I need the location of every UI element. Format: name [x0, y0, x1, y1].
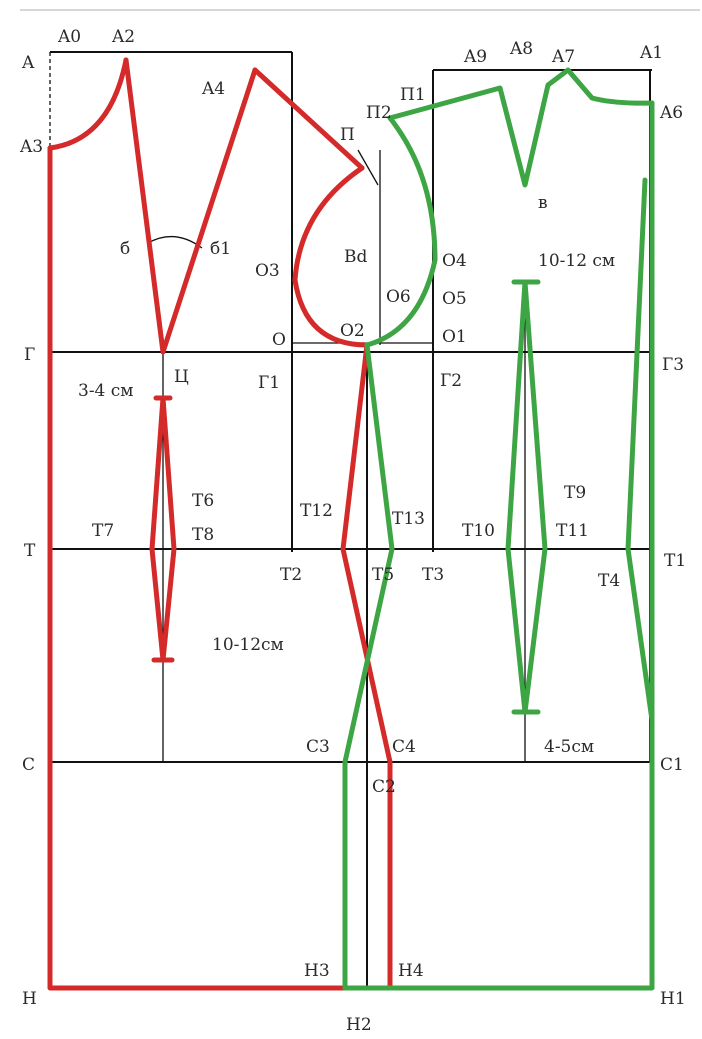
label-O: O: [272, 330, 286, 350]
label-Ts: Ц: [174, 367, 189, 387]
label-A9: A9: [463, 47, 487, 67]
back-neckline: [47, 57, 129, 151]
label-A0: A0: [57, 27, 81, 47]
back-bodice-outline: [47, 57, 393, 991]
label-T2: T2: [280, 565, 302, 585]
label-O1: O1: [442, 327, 467, 347]
back-shoulder-line: [252, 67, 365, 171]
label-H2: H2: [346, 1015, 372, 1035]
label-A2: A2: [111, 27, 135, 47]
label-T1: T1: [664, 551, 686, 571]
label-b1: б1: [210, 239, 231, 259]
label-A6: A6: [659, 103, 683, 123]
label-T9: T9: [564, 483, 586, 503]
label-T4: T4: [598, 571, 620, 591]
label-v: в: [538, 193, 548, 213]
label-H3: H3: [304, 961, 330, 981]
front-bodice-outline: [342, 67, 655, 991]
label-H4: H4: [398, 961, 424, 981]
back-shoulder-dart: [123, 57, 258, 355]
dimension-10-12-cm-hip: 10-12см: [212, 635, 284, 655]
angle-arc-b: [147, 236, 203, 249]
label-b: б: [120, 239, 130, 259]
label-T11: T11: [556, 521, 589, 541]
label-O5: O5: [442, 289, 467, 309]
label-A8: A8: [509, 39, 533, 59]
label-T5: T5: [372, 565, 394, 585]
front-waist-dart: [505, 279, 548, 715]
back-armhole: [292, 165, 370, 348]
label-H: H: [22, 989, 37, 1009]
label-T13: T13: [392, 509, 425, 529]
label-T12: T12: [300, 501, 333, 521]
label-T: T: [24, 541, 36, 561]
front-princess-right: [625, 177, 655, 723]
label-P: П: [340, 125, 355, 145]
label-T7: T7: [92, 521, 114, 541]
label-G3: Г3: [662, 355, 684, 375]
label-O2: O2: [340, 321, 365, 341]
front-armhole: [364, 115, 438, 348]
point-labels: A A0 A2 A3 A4 A9 A8 A7 A1 A6 П1 П2 П в б…: [19, 27, 686, 1035]
label-G: Г: [24, 345, 35, 365]
label-C4: C4: [392, 737, 416, 757]
shoulder-arc-left: [357, 149, 379, 186]
label-O6: O6: [386, 287, 411, 307]
label-A1: A1: [639, 43, 663, 63]
label-T8: T8: [192, 525, 214, 545]
front-hem-and-center: [342, 100, 655, 991]
label-C1: C1: [660, 755, 684, 775]
front-shoulder-line: [387, 67, 655, 188]
dimension-4-5-cm: 4-5см: [544, 737, 594, 757]
label-P2: П2: [366, 103, 392, 123]
label-A: A: [21, 53, 35, 73]
label-T6: T6: [192, 491, 214, 511]
label-C: C: [22, 755, 35, 775]
label-C3: C3: [306, 737, 330, 757]
label-G2: Г2: [440, 371, 462, 391]
label-T10: T10: [462, 521, 495, 541]
label-A3: A3: [19, 137, 43, 157]
label-C2: C2: [372, 777, 396, 797]
label-T3: T3: [422, 565, 444, 585]
label-G1: Г1: [258, 373, 280, 393]
label-A4: A4: [201, 79, 225, 99]
front-side-seam: [342, 342, 395, 991]
label-O3: O3: [255, 261, 280, 281]
label-O4: O4: [442, 251, 467, 271]
label-Bd: Bd: [344, 247, 367, 267]
back-center-line: [47, 145, 370, 991]
dimension-10-12-cm-chest: 10-12 см: [538, 251, 615, 271]
label-H1: H1: [660, 989, 686, 1009]
label-A7: A7: [551, 47, 575, 67]
label-P1: П1: [400, 85, 426, 105]
dimension-3-4-cm: 3-4 см: [78, 381, 134, 401]
